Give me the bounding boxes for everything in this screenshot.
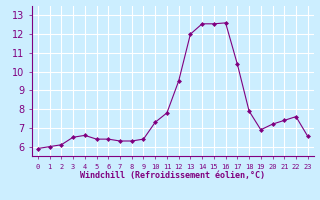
- X-axis label: Windchill (Refroidissement éolien,°C): Windchill (Refroidissement éolien,°C): [80, 171, 265, 180]
